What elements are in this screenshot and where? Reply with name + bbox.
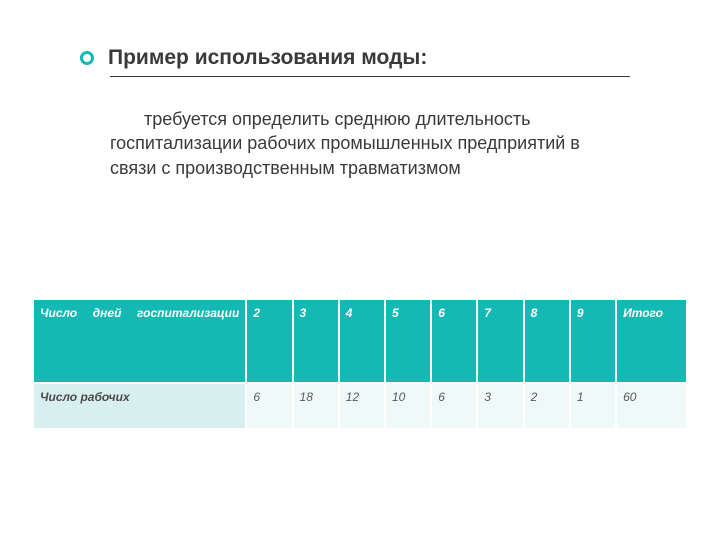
title-divider <box>110 76 630 77</box>
header-col: 3 <box>294 300 338 382</box>
table-cell: 2 <box>525 384 569 428</box>
header-total: Итого <box>617 300 686 382</box>
header-col: 5 <box>386 300 430 382</box>
table-cell: 6 <box>432 384 476 428</box>
table-total-cell: 60 <box>617 384 686 428</box>
data-table: Число дней госпитализации 23456789Итого … <box>32 298 688 430</box>
table-header-row: Число дней госпитализации 23456789Итого <box>34 300 686 382</box>
header-col: 4 <box>340 300 384 382</box>
header-col: 2 <box>247 300 291 382</box>
data-row-label: Число рабочих <box>34 384 245 428</box>
table-cell: 18 <box>294 384 338 428</box>
slide-title: Пример использования моды: <box>108 46 427 70</box>
table-row: Число рабочих 6181210632160 <box>34 384 686 428</box>
header-col: 6 <box>432 300 476 382</box>
bullet-icon <box>80 51 94 65</box>
table-cell: 12 <box>340 384 384 428</box>
table-cell: 10 <box>386 384 430 428</box>
table-cell: 6 <box>247 384 291 428</box>
header-col: 9 <box>571 300 615 382</box>
header-col: 8 <box>525 300 569 382</box>
header-col: 7 <box>478 300 522 382</box>
body-paragraph: требуется определить среднюю длительност… <box>110 107 630 180</box>
title-row: Пример использования моды: <box>110 46 630 70</box>
table-cell: 3 <box>478 384 522 428</box>
table-cell: 1 <box>571 384 615 428</box>
header-row-label: Число дней госпитализации <box>34 300 245 382</box>
